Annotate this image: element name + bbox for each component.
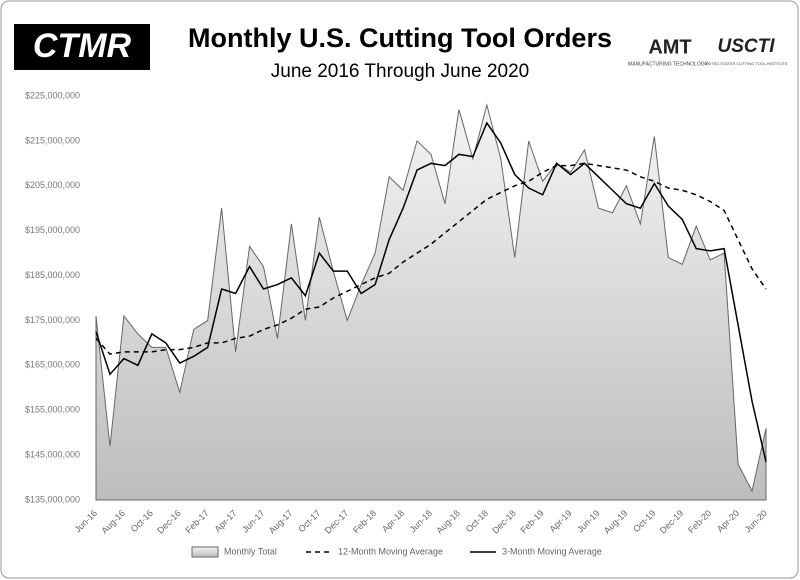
logo-amt: AMT [648,36,691,58]
y-tick-label: $155,000,000 [25,405,80,415]
chart-title: Monthly U.S. Cutting Tool Orders [188,23,612,53]
legend-swatch [191,546,219,558]
y-tick-label: $185,000,000 [25,270,80,280]
legend-label: Monthly Total [224,546,277,556]
y-tick-label: $195,000,000 [25,225,80,235]
line [95,162,767,355]
logo-left: CTMR [33,27,132,65]
y-tick-label: $215,000,000 [25,135,80,145]
y-tick-label: $145,000,000 [25,449,80,459]
chart-subtitle: June 2016 Through June 2020 [271,61,529,82]
legend-label: 12-Month Moving Average [338,546,443,556]
legend-label: 3-Month Moving Average [502,546,602,556]
y-tick-label: $165,000,000 [25,360,80,370]
logo-amt-sub: MANUFACTURING TECHNOLOGY [628,61,709,67]
logo-left-bg [14,24,150,70]
y-tick-label: $175,000,000 [25,315,80,325]
area [95,102,767,501]
y-tick-label: $225,000,000 [25,90,80,100]
y-tick-label: $205,000,000 [25,180,80,190]
logo-uscti: USCTI [718,36,776,57]
line [95,121,767,463]
logo-uscti-sub: UNITED STATES CUTTING TOOL INSTITUTE [704,61,788,66]
y-tick-label: $135,000,000 [25,494,80,504]
